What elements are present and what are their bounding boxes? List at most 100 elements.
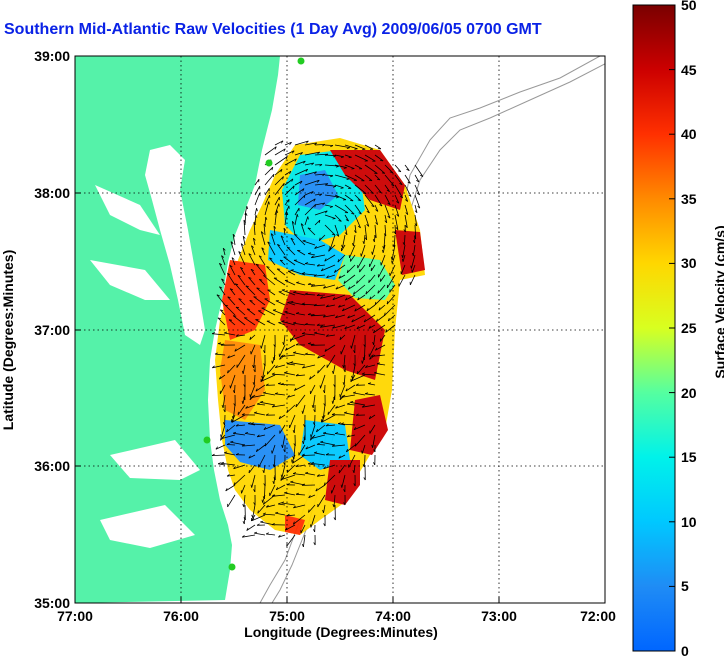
velocity-arrow xyxy=(351,374,366,382)
velocity-arrowhead xyxy=(407,181,411,184)
y-tick-label: 36:00 xyxy=(34,458,70,474)
velocity-arrowhead xyxy=(219,286,223,289)
velocity-arrowhead xyxy=(355,413,359,416)
velocity-arrowhead xyxy=(414,210,418,213)
velocity-arrowhead xyxy=(310,284,314,287)
velocity-arrowhead xyxy=(294,158,297,162)
velocity-arrow xyxy=(398,274,406,287)
velocity-arrow xyxy=(376,314,386,323)
velocity-arrowhead xyxy=(322,144,326,147)
velocity-arrow xyxy=(304,151,320,156)
velocity-arrow xyxy=(237,275,246,286)
velocity-arrow xyxy=(279,354,286,360)
velocity-arrowhead xyxy=(332,297,336,300)
velocity-arrow xyxy=(414,224,417,240)
velocity-arrow xyxy=(220,309,226,316)
velocity-arrow xyxy=(249,384,256,398)
velocity-arrowhead xyxy=(366,210,370,214)
velocity-arrow xyxy=(225,484,236,492)
velocity-arrow xyxy=(314,193,322,196)
velocity-arrow xyxy=(244,317,256,326)
velocity-arrowhead xyxy=(228,319,233,321)
velocity-arrowhead xyxy=(283,227,287,231)
colorbar-tick-label: 15 xyxy=(681,449,697,465)
velocity-arrowhead xyxy=(378,307,381,311)
velocity-arrowhead xyxy=(253,237,256,241)
velocity-arrowhead xyxy=(255,388,258,392)
velocity-arrowhead xyxy=(226,429,228,433)
velocity-arrow xyxy=(379,334,386,342)
velocity-arrow xyxy=(369,294,376,300)
velocity-arrow xyxy=(334,214,342,222)
velocity-arrow xyxy=(359,264,366,273)
velocity-arrow xyxy=(303,534,306,547)
velocity-arrowhead xyxy=(316,474,320,477)
velocity-arrow xyxy=(374,144,382,150)
velocity-arrow xyxy=(301,454,316,456)
velocity-arrowhead xyxy=(263,350,266,354)
velocity-arrow xyxy=(364,144,374,150)
velocity-arrowhead xyxy=(262,501,265,505)
velocity-arrow xyxy=(414,194,421,209)
velocity-arrowhead xyxy=(417,205,421,209)
velocity-arrow xyxy=(248,423,256,426)
velocity-arrowhead xyxy=(374,347,378,351)
colorbar-tick-label: 30 xyxy=(681,255,697,271)
velocity-arrowhead xyxy=(258,255,262,258)
velocity-arrowhead xyxy=(365,365,368,368)
velocity-arrowhead xyxy=(310,437,312,441)
velocity-arrowhead xyxy=(324,348,327,352)
velocity-arrow xyxy=(275,512,286,516)
velocity-arrowhead xyxy=(253,502,256,506)
velocity-arrowhead xyxy=(229,385,231,389)
velocity-arrowhead xyxy=(338,220,342,222)
velocity-arrowhead xyxy=(346,448,348,453)
velocity-arrow xyxy=(289,414,296,429)
velocity-arrow xyxy=(404,234,406,246)
velocity-arrowhead xyxy=(307,216,309,220)
velocity-arrowhead xyxy=(273,225,277,229)
velocity-arrow xyxy=(368,344,376,357)
velocity-arrowhead xyxy=(255,448,258,452)
velocity-arrowhead xyxy=(260,401,264,403)
velocity-arrow xyxy=(333,494,336,508)
velocity-arrow xyxy=(314,274,326,277)
velocity-arrow xyxy=(380,254,386,266)
velocity-arrowhead xyxy=(405,199,408,202)
velocity-arrowhead xyxy=(314,204,316,208)
velocity-arrow xyxy=(314,202,325,206)
velocity-arrow xyxy=(256,444,266,453)
velocity-arrowhead xyxy=(221,404,224,409)
velocity-arrowhead xyxy=(402,258,404,262)
velocity-arrow xyxy=(281,321,296,326)
velocity-arrowhead xyxy=(254,411,258,414)
velocity-arrow xyxy=(316,444,326,446)
velocity-arrowhead xyxy=(372,239,375,243)
velocity-arrowhead xyxy=(296,214,299,218)
velocity-arrowhead xyxy=(242,235,246,239)
velocity-arrowhead xyxy=(221,278,225,281)
velocity-arrowhead xyxy=(217,342,222,344)
velocity-arrowhead xyxy=(227,272,231,276)
velocity-arrow xyxy=(236,334,246,337)
velocity-arrowhead xyxy=(331,413,335,416)
velocity-arrow xyxy=(279,344,286,357)
velocity-arrowhead xyxy=(285,347,288,351)
velocity-arrow xyxy=(294,214,298,226)
velocity-arrowhead xyxy=(367,382,372,384)
velocity-arrowhead xyxy=(369,296,372,300)
velocity-arrow xyxy=(324,194,339,198)
velocity-arrowhead xyxy=(245,405,248,409)
velocity-arrow xyxy=(254,192,261,206)
velocity-arrowhead xyxy=(232,390,235,394)
velocity-arrow xyxy=(274,196,280,206)
velocity-arrowhead xyxy=(340,187,344,189)
velocity-arrowhead xyxy=(362,241,365,245)
velocity-arrow xyxy=(384,204,391,219)
velocity-arrowhead xyxy=(274,392,279,395)
velocity-arrowhead xyxy=(295,343,299,346)
velocity-arrow xyxy=(220,424,226,438)
velocity-arrowhead xyxy=(346,269,349,273)
velocity-arrow xyxy=(319,234,326,241)
velocity-arrow xyxy=(350,254,356,262)
